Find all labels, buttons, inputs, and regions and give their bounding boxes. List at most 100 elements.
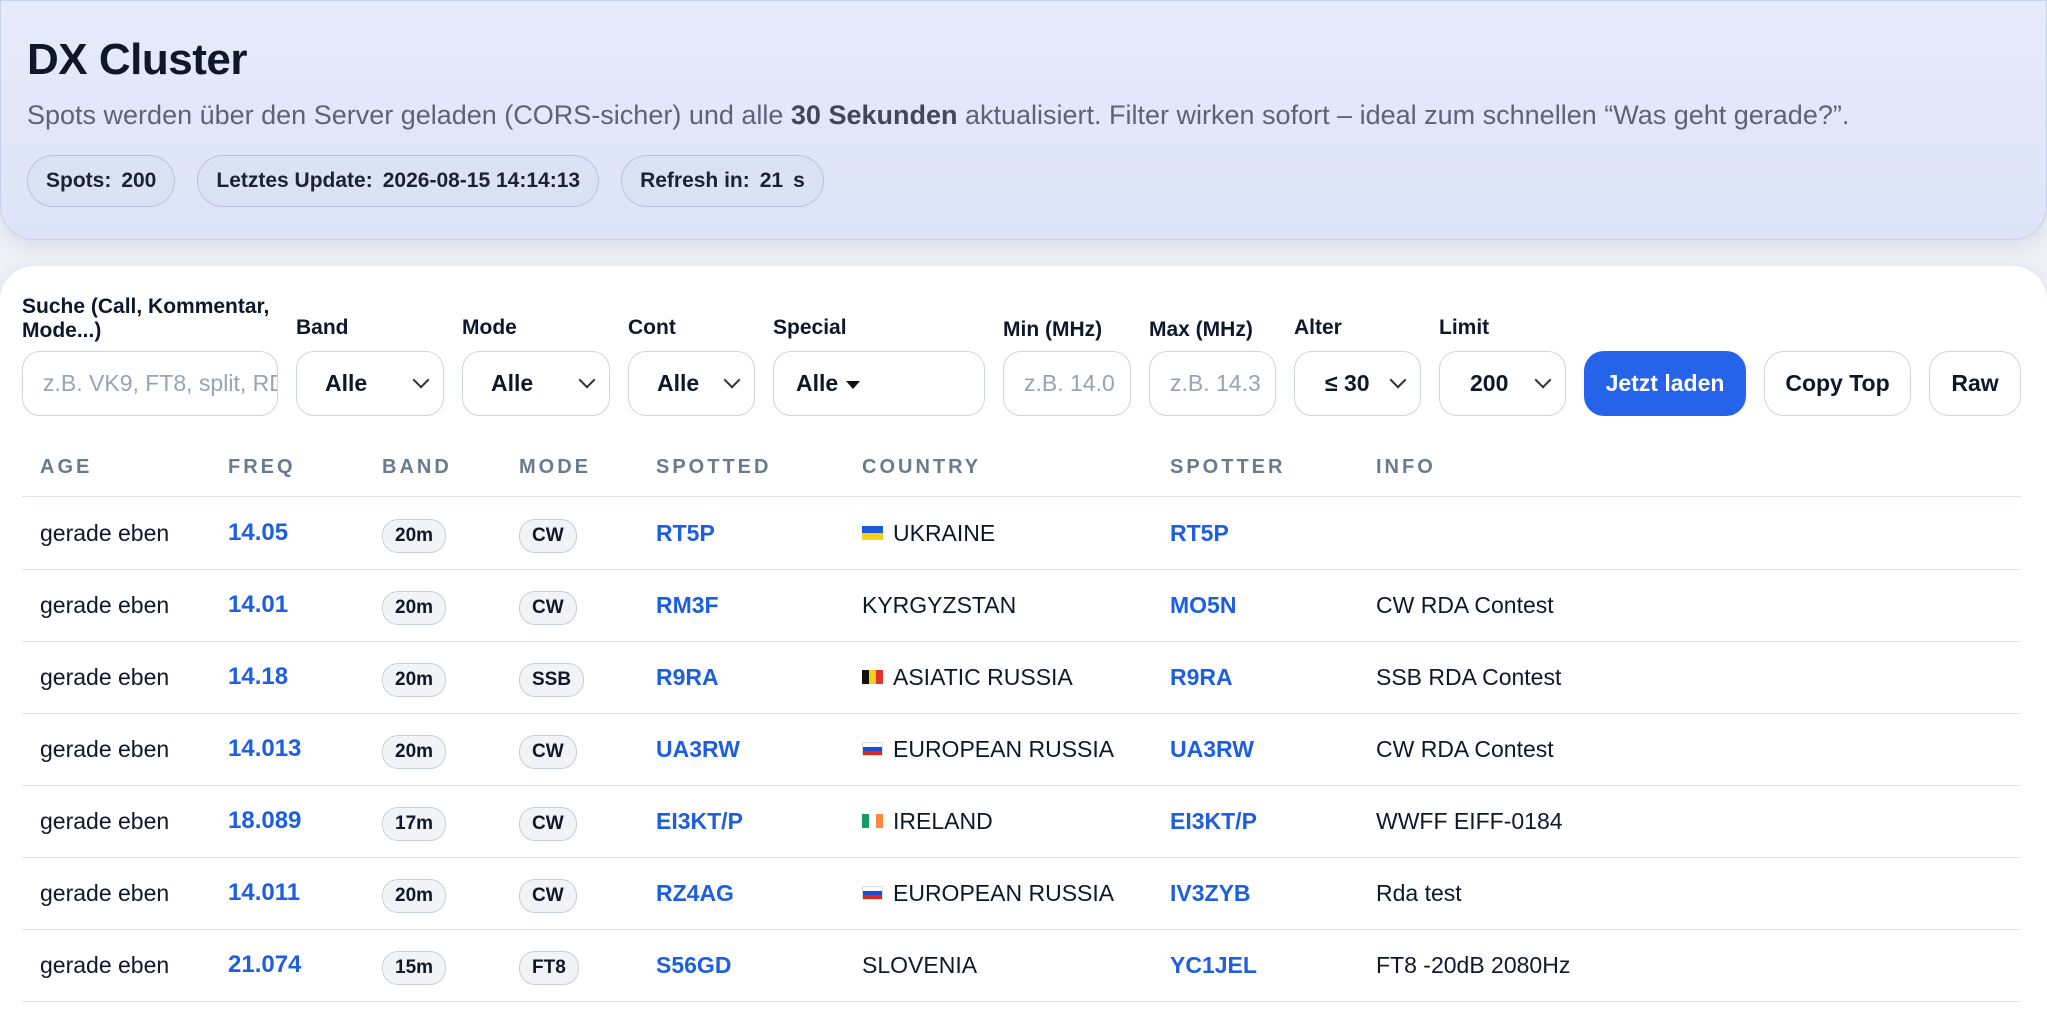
cell-freq: 14.18: [228, 641, 288, 713]
raw-button[interactable]: Raw: [1929, 351, 2021, 416]
spotter-value[interactable]: YC1JEL: [1170, 951, 1257, 978]
table-row[interactable]: gerade eben 18.089 17m CW EI3KT/P IRELAND EI3K…: [0, 785, 2047, 857]
special-dropdown[interactable]: Alle: [773, 351, 985, 416]
cell-freq: 14.01: [228, 569, 288, 641]
cell-age: gerade eben: [40, 641, 169, 713]
cell-mode: CW: [519, 785, 577, 857]
cell-spotter[interactable]: R9RA: [1170, 641, 1233, 713]
spotter-value[interactable]: RT5P: [1170, 519, 1229, 546]
cell-freq: 14.011: [228, 857, 300, 929]
cell-spotted[interactable]: RT5P: [656, 497, 715, 569]
band-value: 20m: [382, 879, 447, 913]
spotted-value[interactable]: RZ4AG: [656, 879, 734, 906]
spotted-value[interactable]: RT5P: [656, 519, 715, 546]
table-row[interactable]: gerade eben 14.011 20m CW RZ4AG EUROPEAN RUSS…: [0, 857, 2047, 929]
cell-age: gerade eben: [40, 929, 169, 1001]
stats-bar: Spots: 200 Letztes Update: 2026-08-15 14…: [27, 155, 824, 207]
limit-select-value: 200: [1470, 370, 1509, 396]
column-header-band[interactable]: BAND: [382, 456, 452, 478]
table-row[interactable]: gerade eben 14.01 20m CW RM3F KYRGYZSTAN MO5N C…: [0, 569, 2047, 641]
header-divider: [22, 496, 2021, 497]
spotter-value[interactable]: EI3KT/P: [1170, 807, 1257, 834]
cell-spotter[interactable]: UA3RW: [1170, 713, 1254, 785]
freq-value: 14.013: [228, 735, 302, 762]
cell-spotter[interactable]: MO5N: [1170, 569, 1236, 641]
table-row[interactable]: gerade eben 14.05 20m CW RT5P UKRAINE RT5P: [0, 497, 2047, 569]
refresh-unit: s: [793, 169, 805, 192]
mode-value: FT8: [519, 951, 579, 985]
cont-select[interactable]: Alle: [628, 351, 755, 416]
age-select[interactable]: ≤ 30: [1294, 351, 1421, 416]
cell-info: Rda test: [1376, 857, 1462, 929]
chevron-down-icon: [723, 371, 741, 389]
cell-spotted[interactable]: RZ4AG: [656, 857, 734, 929]
cell-spotter[interactable]: IV3ZYB: [1170, 857, 1251, 929]
table-row[interactable]: gerade eben 14.013 20m CW UA3RW EUROPEAN RUSS…: [0, 713, 2047, 785]
band-select-value: Alle: [325, 370, 368, 396]
cell-mode: CW: [519, 497, 577, 569]
last-update-label: Letztes Update:: [216, 169, 373, 192]
age-value: gerade eben: [40, 663, 170, 690]
cont-select-value: Alle: [657, 370, 700, 396]
cell-country: SLOVENIA: [862, 929, 977, 1001]
spotter-value[interactable]: UA3RW: [1170, 735, 1254, 762]
age-value: gerade eben: [40, 807, 170, 834]
info-value: FT8 -20dB 2080Hz: [1376, 951, 1571, 978]
spotted-value[interactable]: UA3RW: [656, 735, 740, 762]
freq-value: 14.011: [228, 879, 301, 906]
cell-spotter[interactable]: RT5P: [1170, 497, 1229, 569]
table-row[interactable]: gerade eben 14.18 20m SSB R9RA ASIATIC RUSSIA…: [0, 641, 2047, 713]
mode-label: Mode: [462, 316, 517, 339]
column-header-freq[interactable]: FREQ: [228, 456, 296, 478]
cell-spotted[interactable]: RM3F: [656, 569, 719, 641]
band-value: 20m: [382, 519, 447, 553]
min-freq-label: Min (MHz): [1003, 318, 1103, 341]
column-header-mode[interactable]: MODE: [519, 456, 591, 478]
spots-label: Spots:: [46, 169, 112, 192]
cell-age: gerade eben: [40, 785, 169, 857]
max-freq-input[interactable]: z.B. 14.3: [1149, 351, 1276, 416]
spotted-value[interactable]: EI3KT/P: [656, 807, 743, 834]
info-value: CW RDA Contest: [1376, 591, 1554, 618]
band-value: 20m: [382, 663, 447, 697]
spotter-value[interactable]: IV3ZYB: [1170, 879, 1251, 906]
chevron-down-icon: [578, 371, 596, 389]
min-freq-input[interactable]: z.B. 14.0: [1003, 351, 1131, 416]
flag-icon: [862, 814, 883, 828]
row-divider: [22, 713, 2021, 714]
freq-value: 14.01: [228, 591, 289, 618]
limit-select[interactable]: 200: [1439, 351, 1566, 416]
cell-spotted[interactable]: S56GD: [656, 929, 731, 1001]
flag-icon: [862, 670, 883, 684]
column-header-age[interactable]: AGE: [40, 456, 93, 478]
spotter-value[interactable]: R9RA: [1170, 663, 1233, 690]
cell-spotted[interactable]: R9RA: [656, 641, 719, 713]
column-header-country[interactable]: COUNTRY: [862, 456, 982, 478]
country-value: EUROPEAN RUSSIA: [893, 879, 1115, 906]
cell-freq: 18.089: [228, 785, 301, 857]
spotter-value[interactable]: MO5N: [1170, 591, 1237, 618]
caret-down-icon: [846, 381, 861, 389]
cell-spotter[interactable]: YC1JEL: [1170, 929, 1257, 1001]
spotted-value[interactable]: R9RA: [656, 663, 719, 690]
column-header-spotter[interactable]: SPOTTER: [1170, 456, 1286, 478]
info-value: CW RDA Contest: [1376, 735, 1554, 762]
flag-icon: [862, 886, 883, 900]
column-header-spotted[interactable]: SPOTTED: [656, 456, 772, 478]
column-header-info[interactable]: INFO: [1376, 456, 1436, 478]
table-row[interactable]: gerade eben 21.074 15m FT8 S56GD SLOVENIA YC1J…: [0, 929, 2047, 1001]
row-divider: [22, 785, 2021, 786]
spotted-value[interactable]: RM3F: [656, 591, 719, 618]
cell-spotted[interactable]: UA3RW: [656, 713, 740, 785]
band-select[interactable]: Alle: [296, 351, 444, 416]
chevron-down-icon: [1534, 371, 1552, 389]
age-value: gerade eben: [40, 735, 170, 762]
search-input[interactable]: z.B. VK9, FT8, split, RDA: [22, 351, 278, 416]
mode-select[interactable]: Alle: [462, 351, 610, 416]
copy-top-button[interactable]: Copy Top: [1764, 351, 1911, 416]
spotted-value[interactable]: S56GD: [656, 951, 732, 978]
load-now-button[interactable]: Jetzt laden: [1584, 351, 1746, 416]
cell-spotted[interactable]: EI3KT/P: [656, 785, 743, 857]
freq-value: 14.18: [228, 663, 289, 690]
cell-spotter[interactable]: EI3KT/P: [1170, 785, 1257, 857]
